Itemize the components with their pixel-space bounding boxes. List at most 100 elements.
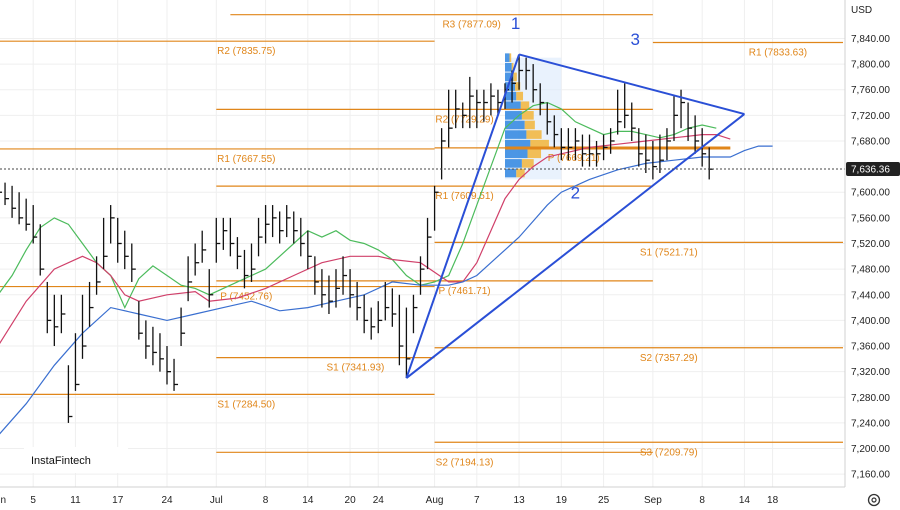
annotation-2: 2: [571, 184, 580, 203]
x-tick-label-1: 5: [30, 495, 36, 506]
brand-logo: InstaFintech: [31, 455, 91, 467]
x-tick-label-8: 20: [345, 495, 357, 506]
ohlc-bar-46: [321, 269, 326, 308]
brand-box: [24, 447, 128, 473]
ohlc-bar-39: [271, 205, 277, 238]
y-tick-label-12: 7,320.00: [851, 367, 890, 378]
ohlc-bar-70: [490, 83, 495, 116]
moving-averages: [0, 101, 773, 435]
ohlc-bar-30: [208, 269, 214, 308]
trendline-1: [518, 53, 745, 116]
ohlc-bar-66: [462, 102, 467, 129]
ohlc-bar-53: [370, 307, 376, 340]
ohlc-bar-95: [666, 128, 671, 161]
ohlc-bar-88: [617, 89, 622, 135]
pivot-label-14: S2 (7194.13): [436, 457, 494, 468]
volume-profile-up-6: [505, 111, 522, 120]
ohlc-bar-0: [0, 191, 2, 193]
ohlc-bar-51: [356, 281, 362, 321]
settings-icon[interactable]: [867, 493, 881, 507]
y-axis-ticks: 7,840.00 7,800.00 7,760.00 7,720.00 7,680.00…: [851, 34, 890, 481]
ohlc-bar-80: [560, 128, 566, 161]
y-tick-label-11: 7,360.00: [851, 342, 890, 353]
volume-profile-down-8: [526, 130, 542, 139]
ohlc-bars: [0, 54, 714, 423]
ohlc-bar-34: [236, 237, 242, 270]
ohlc-bar-29: [201, 230, 207, 263]
ohlc-bar-44: [307, 230, 312, 270]
currency-label[interactable]: USD: [851, 5, 872, 16]
ohlc-bar-78: [546, 102, 552, 135]
volume-profile-down-3: [515, 82, 521, 91]
volume-profile-up-9: [505, 139, 531, 149]
ohlc-bar-22: [152, 326, 157, 366]
y-tick-label-5: 7,600.00: [851, 188, 890, 199]
ohlc-bar-91: [638, 128, 643, 167]
pivot-label-3: R2 (7729.29): [435, 114, 493, 125]
ohlc-bar-16: [110, 205, 115, 244]
ohlc-bar-37: [257, 217, 263, 257]
ohlc-bar-9: [60, 294, 66, 334]
ohlc-bar-33: [229, 217, 235, 257]
volume-profile-up-0: [505, 53, 510, 62]
ohlc-bar-64: [448, 89, 453, 148]
y-tick-label-2: 7,760.00: [851, 85, 890, 96]
pivot-label-8: P (7461.71): [439, 286, 491, 297]
ma-line-2: [0, 145, 773, 435]
ohlc-bar-20: [138, 301, 143, 340]
annotation-3: 3: [631, 30, 640, 49]
x-tick-label-10: Aug: [426, 495, 444, 506]
pivot-label-4: R1 (7667.55): [217, 154, 275, 165]
ohlc-bar-15: [102, 217, 108, 270]
ohlc-bar-67: [469, 76, 474, 129]
volume-profile-up-10: [505, 149, 528, 159]
ohlc-bar-99: [694, 115, 700, 154]
volume-profile-up-7: [505, 120, 525, 130]
ohlc-bar-76: [532, 64, 538, 103]
pivot-label-2: R1 (7833.63): [749, 48, 807, 59]
x-tick-label-13: 19: [556, 495, 568, 506]
volume-profile-up-3: [505, 82, 516, 91]
volume-profile-up-8: [505, 130, 527, 139]
y-tick-label-16: 7,160.00: [851, 470, 890, 481]
pivot-label-9: P (7452.76): [220, 292, 272, 303]
volume-profile-down-5: [520, 101, 530, 111]
ma-line-1: [0, 134, 731, 344]
ohlc-bar-5: [32, 205, 38, 244]
ohlc-bar-55: [384, 281, 390, 321]
pivot-label-13: S3 (7209.79): [640, 447, 698, 458]
ohlc-bar-63: [440, 128, 446, 180]
ohlc-bar-41: [286, 205, 291, 238]
ohlc-bar-32: [222, 217, 228, 250]
ohlc-bar-13: [88, 281, 94, 327]
volume-profile-down-12: [516, 168, 525, 178]
ohlc-bar-21: [145, 320, 150, 359]
ohlc-bar-93: [652, 140, 657, 180]
ohlc-bar-87: [609, 128, 615, 154]
y-tick-label-15: 7,200.00: [851, 444, 890, 455]
y-tick-label-6: 7,560.00: [851, 213, 890, 224]
volume-profile-down-7: [524, 120, 535, 130]
ohlc-bar-59: [412, 294, 418, 334]
y-tick-label-3: 7,720.00: [851, 111, 890, 122]
ohlc-bar-96: [673, 96, 678, 141]
x-tick-label-2: 11: [70, 495, 81, 506]
pivot-label-1: R2 (7835.75): [217, 46, 275, 57]
ohlc-bar-98: [687, 102, 693, 141]
ohlc-bar-60: [419, 256, 425, 295]
ohlc-bar-65: [455, 89, 460, 129]
ohlc-bar-10: [67, 365, 73, 423]
volume-profile-up-12: [505, 168, 517, 178]
trendline-0: [405, 54, 521, 379]
ohlc-bar-56: [391, 288, 397, 327]
ohlc-bar-50: [349, 269, 355, 308]
volume-profile-up-2: [505, 72, 514, 82]
ohlc-bar-42: [293, 211, 298, 244]
volume-profile-down-4: [516, 91, 524, 101]
ohlc-bar-54: [377, 301, 383, 334]
ohlc-bar-47: [328, 275, 333, 314]
ohlc-bar-82: [574, 128, 580, 161]
annotation-1: 1: [511, 14, 520, 33]
ohlc-bar-40: [279, 211, 284, 244]
